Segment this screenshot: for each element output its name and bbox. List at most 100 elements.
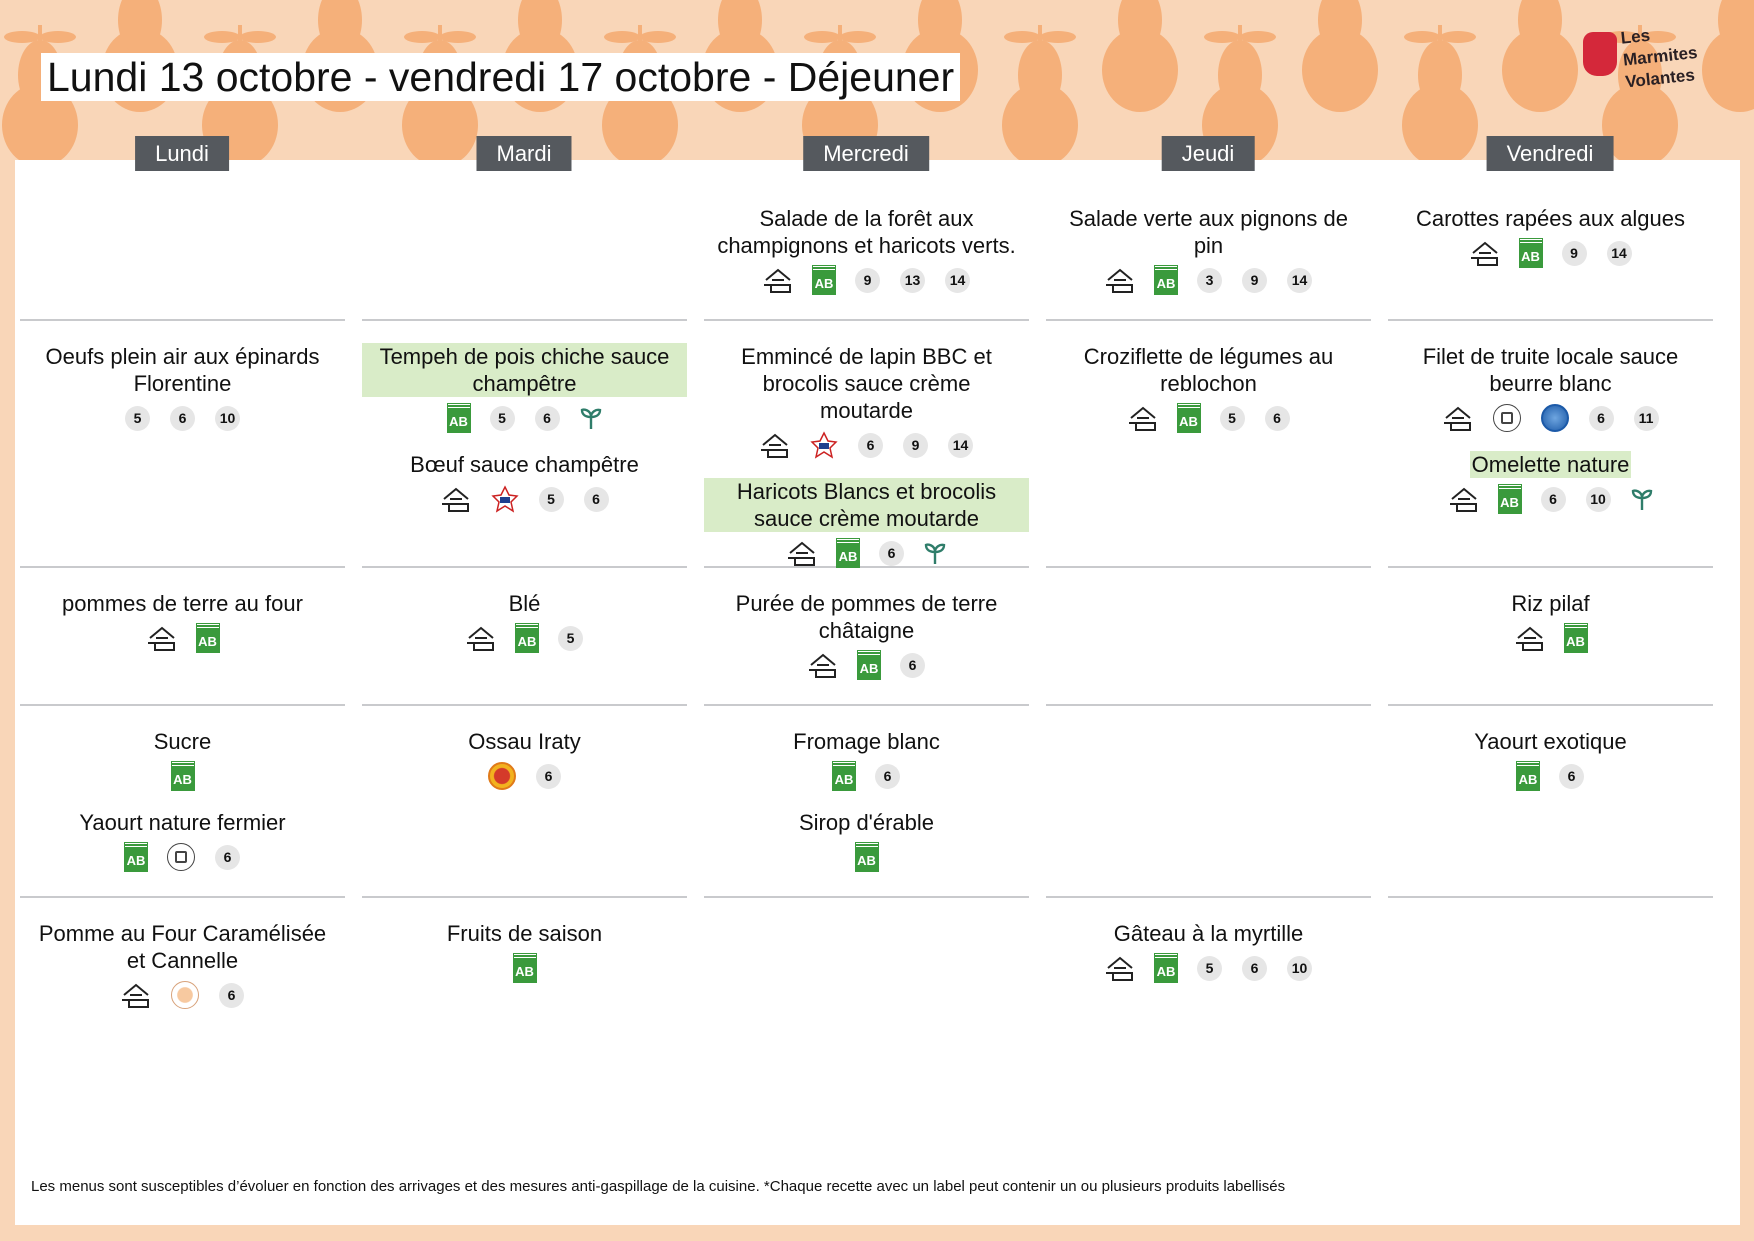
- vegetarian-sprout-icon: [1631, 489, 1652, 510]
- day-header-mardi: Mardi: [476, 136, 572, 171]
- organic-ab-icon: AB: [836, 538, 860, 568]
- dish-name: Filet de truite locale sauce beurre blan…: [1422, 344, 1679, 396]
- vegetarian-sprout-icon: [580, 408, 601, 429]
- allergen-badge: 14: [945, 267, 970, 293]
- dish-item[interactable]: Oeufs plein air aux épinards Florentine 5…: [20, 343, 345, 433]
- allergen-badge: 6: [170, 405, 195, 431]
- allergen-badge: 5: [125, 405, 150, 431]
- pear-shape: [1702, 0, 1754, 112]
- footer-note: Les menus sont susceptibles d’évoluer en…: [31, 1178, 1286, 1195]
- allergen-badge: 3: [1197, 267, 1222, 293]
- allergen-badge: 5: [489, 405, 515, 431]
- local-producer-icon: [1492, 404, 1521, 432]
- dish-labels: AB 6: [704, 761, 1029, 791]
- homemade-house-icon: [122, 983, 149, 1008]
- dish-item[interactable]: Ossau Iraty 6: [362, 728, 687, 791]
- allergen-badge: 6: [534, 405, 560, 431]
- menu-cell: Salade de la forêt aux champignons et ha…: [704, 160, 1029, 321]
- dish-labels: 6 9 14: [704, 430, 1029, 460]
- dish-labels: 6: [20, 980, 345, 1010]
- dish-labels: 6 11: [1388, 403, 1713, 433]
- menu-cell: Gâteau à la myrtille AB 5 6 10: [1046, 898, 1371, 1108]
- menu-cell: Sucre AB Yaourt nature fermier AB 6: [20, 706, 345, 898]
- allergen-badge: 5: [1219, 405, 1245, 431]
- homemade-house-icon: [1470, 241, 1498, 266]
- aop-label-icon: [488, 762, 516, 790]
- dish-labels: 5 6 10: [20, 403, 345, 433]
- dish-item[interactable]: Haricots Blancs et brocolis sauce crème …: [704, 478, 1029, 568]
- organic-ab-icon: AB: [1154, 953, 1178, 983]
- organic-ab-icon: AB: [124, 842, 148, 872]
- dish-name: Tempeh de pois chiche sauce champêtre: [362, 343, 687, 397]
- homemade-house-icon: [467, 626, 494, 651]
- dish-name: Pomme au Four Caramélisée et Cannelle: [38, 921, 327, 973]
- menu-cell: Fruits de saison AB: [362, 898, 687, 1108]
- dish-item[interactable]: Gâteau à la myrtille AB 5 6 10: [1046, 920, 1371, 983]
- dish-item[interactable]: Blé AB 5: [362, 590, 687, 653]
- homemade-house-icon: [1106, 268, 1133, 293]
- organic-ab-icon: AB: [1497, 484, 1522, 514]
- dish-item[interactable]: Pomme au Four Caramélisée et Cannelle 6: [20, 920, 345, 1010]
- dish-name: Salade verte aux pignons de pin: [1069, 206, 1348, 258]
- dish-item[interactable]: Filet de truite locale sauce beurre blan…: [1388, 343, 1713, 433]
- dish-item[interactable]: Carottes rapées aux algues AB 9 14: [1388, 205, 1713, 268]
- dish-name: Omelette nature: [1469, 451, 1632, 478]
- organic-ab-icon: AB: [1563, 623, 1588, 653]
- dish-name: Fruits de saison: [446, 921, 603, 946]
- allergen-badge: 6: [583, 486, 609, 512]
- dish-name: Croziflette de légumes au reblochon: [1083, 344, 1334, 396]
- dish-name: Purée de pommes de terre châtaigne: [735, 591, 998, 643]
- menu-cell: Riz pilaf AB: [1388, 568, 1713, 706]
- pear-shape: [1102, 0, 1178, 112]
- day-header-mercredi: Mercredi: [803, 136, 929, 171]
- menu-cell: [1388, 898, 1713, 1108]
- dish-item[interactable]: Sucre AB: [20, 728, 345, 791]
- allergen-badge: 6: [536, 763, 561, 789]
- allergen-badge: 6: [1588, 405, 1614, 431]
- dish-labels: AB 6: [704, 650, 1029, 680]
- dish-name: Yaourt exotique: [1474, 729, 1627, 754]
- allergen-badge: 10: [1585, 486, 1611, 512]
- menu-cell: Filet de truite locale sauce beurre blan…: [1388, 321, 1713, 568]
- dish-labels: AB 9 14: [1388, 238, 1713, 268]
- pear-shape: [1002, 25, 1078, 160]
- allergen-badge: 9: [1561, 240, 1587, 266]
- pot-logo-icon: [1583, 32, 1617, 76]
- menu-cell: Blé AB 5: [362, 568, 687, 706]
- organic-ab-icon: AB: [832, 761, 856, 791]
- menu-cell: pommes de terre au four AB: [20, 568, 345, 706]
- dish-item[interactable]: Yaourt exotique AB 6: [1388, 728, 1713, 791]
- dish-item[interactable]: Riz pilaf AB: [1388, 590, 1713, 653]
- dish-item[interactable]: Sirop d'érable AB: [704, 809, 1029, 872]
- dish-name: Haricots Blancs et brocolis sauce crème …: [704, 478, 1029, 532]
- day-header-vendredi: Vendredi: [1486, 136, 1614, 171]
- dish-item[interactable]: Salade verte aux pignons de pin AB 3 9 14: [1046, 205, 1371, 295]
- logo: Les Marmites Volantes: [1575, 20, 1698, 110]
- menu-cell: Yaourt exotique AB 6: [1388, 706, 1713, 898]
- dish-item[interactable]: Fruits de saison AB: [362, 920, 687, 983]
- allergen-badge: 9: [1242, 267, 1267, 293]
- dish-item[interactable]: Emmincé de lapin BBC et brocolis sauce c…: [704, 343, 1029, 460]
- dish-item[interactable]: Omelette nature AB 6 10: [1388, 451, 1713, 514]
- menu-cell: Emmincé de lapin BBC et brocolis sauce c…: [704, 321, 1029, 568]
- dish-labels: AB 5 6 10: [1046, 953, 1371, 983]
- dish-item[interactable]: Croziflette de légumes au reblochon AB 5 6: [1046, 343, 1371, 433]
- menu-cell: Salade verte aux pignons de pin AB 3 9 14: [1046, 160, 1371, 321]
- french-origin-label-icon: [810, 431, 838, 459]
- organic-ab-icon: AB: [170, 761, 195, 791]
- menu-cell: Croziflette de légumes au reblochon AB 5 6: [1046, 321, 1371, 568]
- dish-item[interactable]: Yaourt nature fermier AB 6: [20, 809, 345, 872]
- dish-item[interactable]: Tempeh de pois chiche sauce champêtre AB 5…: [362, 343, 687, 433]
- dish-item[interactable]: pommes de terre au four AB: [20, 590, 345, 653]
- dish-item[interactable]: Purée de pommes de terre châtaigne AB 6: [704, 590, 1029, 680]
- menu-cell: Carottes rapées aux algues AB 9 14: [1388, 160, 1713, 321]
- menu-cell: [1046, 568, 1371, 706]
- dish-name: Fromage blanc: [793, 729, 940, 754]
- dish-item[interactable]: Bœuf sauce champêtre 5 6: [362, 451, 687, 514]
- dish-labels: AB: [20, 761, 345, 791]
- homemade-house-icon: [147, 626, 175, 651]
- dish-item[interactable]: Salade de la forêt aux champignons et ha…: [704, 205, 1029, 295]
- allergen-badge: 6: [858, 432, 883, 458]
- menu-panel: [15, 160, 1740, 1225]
- dish-item[interactable]: Fromage blanc AB 6: [704, 728, 1029, 791]
